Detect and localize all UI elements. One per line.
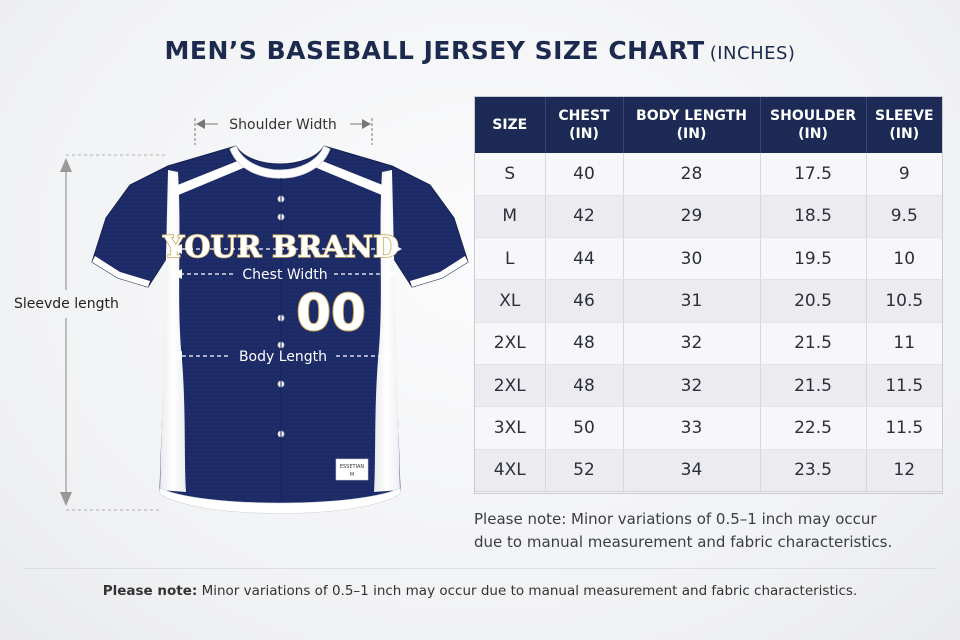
title-main: MEN’S BASEBALL JERSEY SIZE CHART (164, 36, 705, 65)
left-side-panel (160, 170, 186, 492)
svg-text:ESSETIAN: ESSETIAN (340, 464, 365, 470)
chest-measure (172, 244, 402, 279)
brand-text: YOUR BRAND (162, 230, 399, 265)
chest-width-label: Chest Width (242, 267, 327, 283)
table-row: 2XL 48 32 21.5 11.5 (475, 364, 942, 408)
bottom-note: Please note: Minor variations of 0.5–1 i… (102, 583, 858, 599)
table-row: XL 46 31 20.5 10.5 (475, 279, 942, 323)
shoulder-width-label: Shoulder Width (229, 117, 336, 133)
divider (24, 568, 936, 569)
page-title: MEN’S BASEBALL JERSEY SIZE CHART (INCHES… (0, 36, 960, 65)
title-unit: (INCHES) (709, 43, 796, 64)
header-body-length: BODY LENGTH (IN) (623, 97, 761, 153)
table-row: 4XL 52 34 23.5 12 (475, 449, 942, 492)
table-row: L 44 30 19.5 10 (475, 237, 942, 281)
sleeve-measure (60, 154, 168, 511)
table-row: S 40 28 17.5 9 (475, 153, 942, 196)
table-row: 3XL 50 33 22.5 11.5 (475, 406, 942, 450)
table-header-row: SIZE CHEST (IN) BODY LENGTH (IN) SHOULDER(… (475, 97, 942, 153)
table-row: 2XL 48 32 21.5 11 (475, 322, 942, 365)
table-row: M 42 29 18.5 9.5 (475, 195, 942, 239)
shoulder-measure (194, 118, 373, 145)
jersey-tag (335, 458, 369, 481)
size-chart-table: SIZE CHEST (IN) BODY LENGTH (IN) SHOULDER(… (475, 97, 942, 492)
header-chest: CHEST (IN) (545, 97, 624, 153)
body-length-label: Body Length (239, 349, 327, 365)
header-size: SIZE (475, 97, 546, 153)
header-shoulder: SHOULDER (IN) (760, 97, 867, 153)
sleeve-length-label: Sleevde length (14, 296, 119, 312)
body-measure (172, 351, 392, 361)
collar (229, 145, 331, 179)
header-sleeve: SLEEVE (IN) (866, 97, 942, 153)
jersey-number: 00 (296, 284, 366, 342)
svg-text:M: M (350, 472, 354, 478)
measurement-note: Please note: Minor variations of 0.5–1 i… (474, 510, 893, 551)
